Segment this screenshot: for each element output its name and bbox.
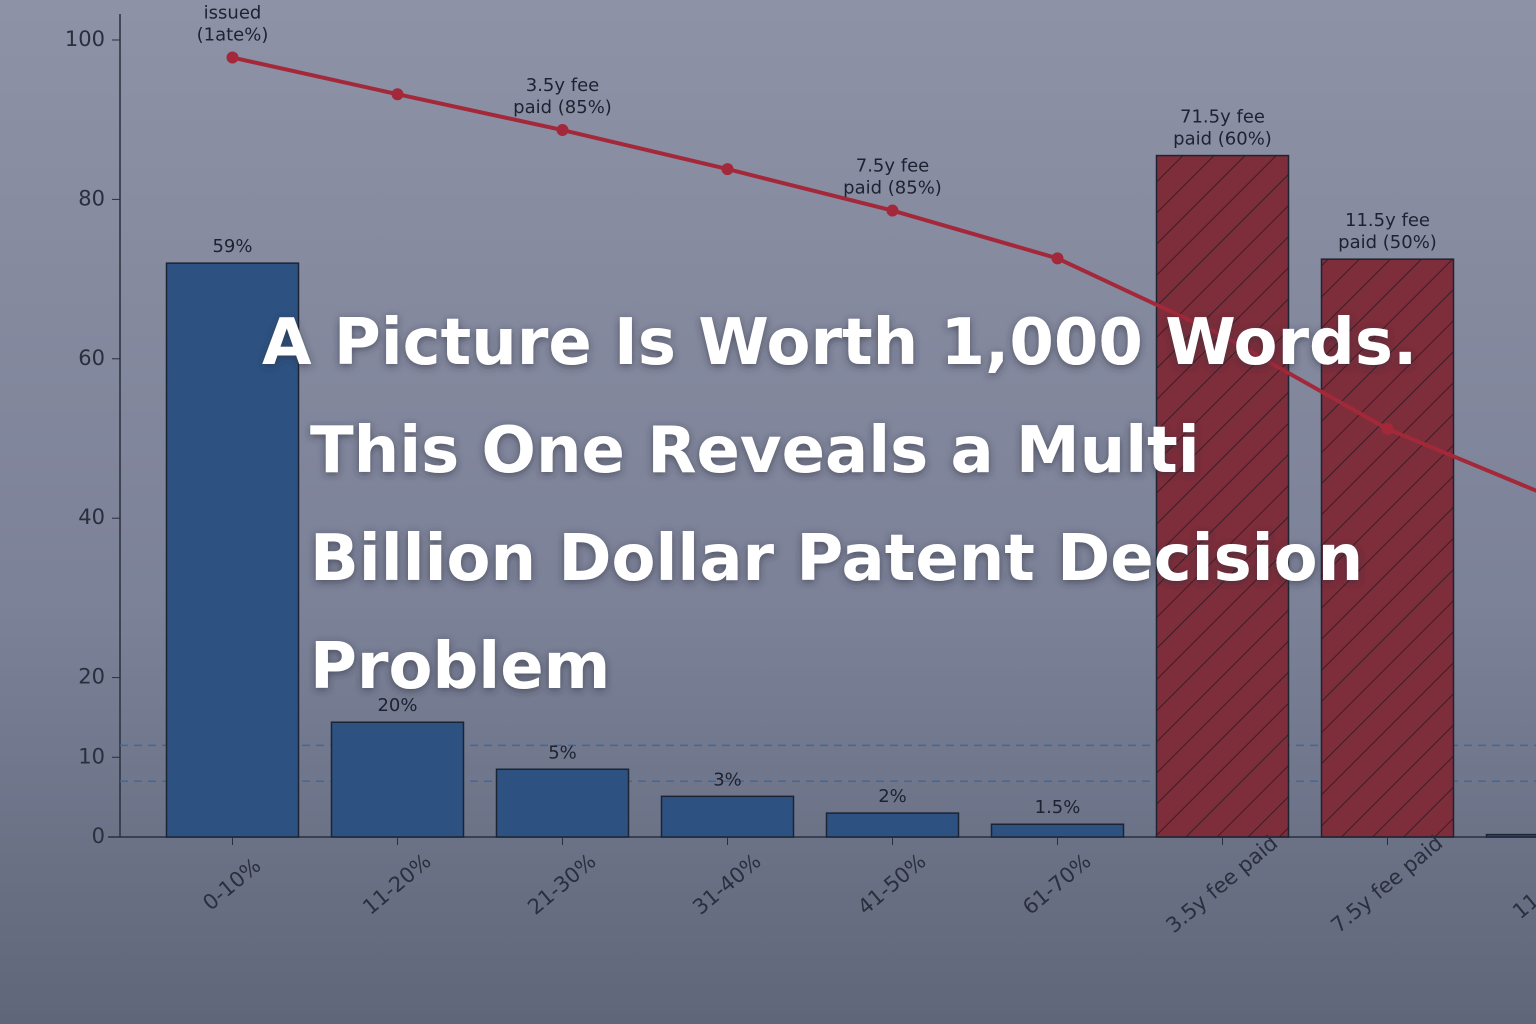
line-marker <box>227 52 239 64</box>
bar-label: 1.5% <box>1035 797 1081 818</box>
bar <box>662 796 794 837</box>
headline-line: Billion Dollar Patent Decision <box>310 522 1363 596</box>
line-marker <box>1382 423 1394 435</box>
bar <box>497 769 629 837</box>
bar <box>992 824 1124 837</box>
bar <box>1487 835 1536 837</box>
line-label: 7.5y fee <box>856 156 930 177</box>
line-label: 3.5y fee <box>526 75 600 96</box>
bar-label: 71.5y fee <box>1180 107 1265 128</box>
headline-line: A Picture Is Worth 1,000 Words. <box>262 306 1417 380</box>
bar <box>332 722 464 837</box>
line-label: paid (85%) <box>513 97 612 118</box>
bar-label: 5% <box>548 742 577 763</box>
y-tick-label: 10 <box>78 744 105 768</box>
line-marker <box>557 124 569 136</box>
line-marker <box>887 205 899 217</box>
bar-label: 59% <box>212 236 252 257</box>
bar-label: paid (50%) <box>1338 232 1437 253</box>
headline-line: Problem <box>310 630 610 704</box>
line-marker <box>1052 252 1064 264</box>
y-tick-label: 80 <box>78 186 105 210</box>
bar-label: paid (60%) <box>1173 129 1272 150</box>
y-tick-label: 20 <box>78 665 105 689</box>
bar-label: 3% <box>713 769 742 790</box>
y-tick-label: 100 <box>65 27 105 51</box>
bar-label: 2% <box>878 786 907 807</box>
bar <box>827 813 959 837</box>
line-label: issued <box>204 3 262 24</box>
line-marker <box>722 163 734 175</box>
y-tick-label: 40 <box>78 505 105 529</box>
y-tick-label: 0 <box>92 824 105 848</box>
line-label: (1ate%) <box>197 25 269 46</box>
headline-line: This One Reveals a Multi <box>310 414 1200 488</box>
page: 010204060801000-10%59%11-20%20%21-30%5%3… <box>0 0 1536 1024</box>
line-marker <box>392 88 404 100</box>
chart: 010204060801000-10%59%11-20%20%21-30%5%3… <box>0 0 1536 1024</box>
y-tick-label: 60 <box>78 346 105 370</box>
bar-label: 11.5y fee <box>1345 210 1430 231</box>
bar-hatch <box>1157 156 1289 837</box>
line-label: paid (85%) <box>843 178 942 199</box>
